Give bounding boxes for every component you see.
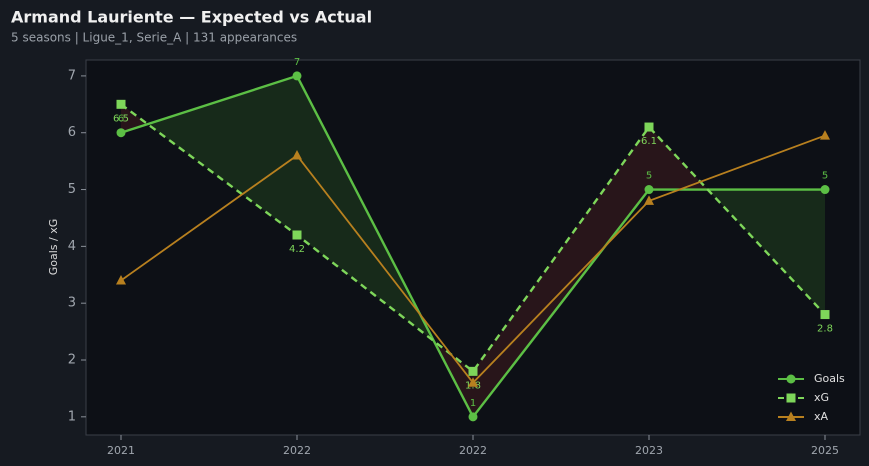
value-label: 2.8 xyxy=(817,324,833,335)
marker xyxy=(468,412,478,422)
marker xyxy=(116,128,126,138)
legend-label: xG xyxy=(814,391,829,404)
marker xyxy=(644,185,654,195)
y-tick-label: 3 xyxy=(68,296,76,311)
marker xyxy=(820,185,830,195)
x-tick-label: 2023 xyxy=(635,444,663,457)
marker xyxy=(820,310,830,320)
legend-label: xA xyxy=(814,410,829,423)
marker xyxy=(786,393,796,403)
value-label: 1 xyxy=(470,398,476,409)
value-label: 4.2 xyxy=(289,244,305,255)
y-axis-label: Goals / xG xyxy=(47,219,60,276)
y-tick-label: 6 xyxy=(68,125,76,140)
fill-area xyxy=(147,75,297,235)
y-tick-label: 1 xyxy=(68,409,76,424)
marker xyxy=(292,230,302,240)
marker xyxy=(116,274,126,285)
marker xyxy=(468,377,478,387)
marker xyxy=(820,130,830,140)
marker xyxy=(786,411,796,421)
legend-label: Goals xyxy=(814,372,845,385)
x-tick-label: 2025 xyxy=(811,444,839,457)
series-line xyxy=(120,103,826,374)
value-label: 5 xyxy=(822,171,828,182)
x-tick-label: 2021 xyxy=(107,444,135,457)
y-tick-label: 7 xyxy=(68,68,76,83)
marker xyxy=(292,71,302,81)
value-label: 5 xyxy=(646,171,652,182)
value-label: 6.1 xyxy=(641,136,657,147)
y-tick-label: 4 xyxy=(68,239,76,254)
marker xyxy=(644,122,654,132)
marker xyxy=(786,374,796,384)
chart-subtitle: 5 seasons | Ligue_1, Serie_A | 131 appea… xyxy=(11,31,297,45)
fill-area xyxy=(473,127,649,417)
y-tick-label: 5 xyxy=(68,182,76,197)
marker xyxy=(292,149,302,160)
y-tick-label: 2 xyxy=(68,353,76,368)
x-tick-label: 2022 xyxy=(283,444,311,457)
x-tick-label: 2022 xyxy=(459,444,487,457)
value-label: 6.5 xyxy=(113,113,129,124)
marker xyxy=(644,195,654,205)
value-label: 7 xyxy=(294,57,300,68)
value-label: 6 xyxy=(118,114,124,125)
marker xyxy=(468,366,478,376)
chart-title: Armand Lauriente — Expected vs Actual xyxy=(11,8,372,27)
marker xyxy=(116,99,126,109)
